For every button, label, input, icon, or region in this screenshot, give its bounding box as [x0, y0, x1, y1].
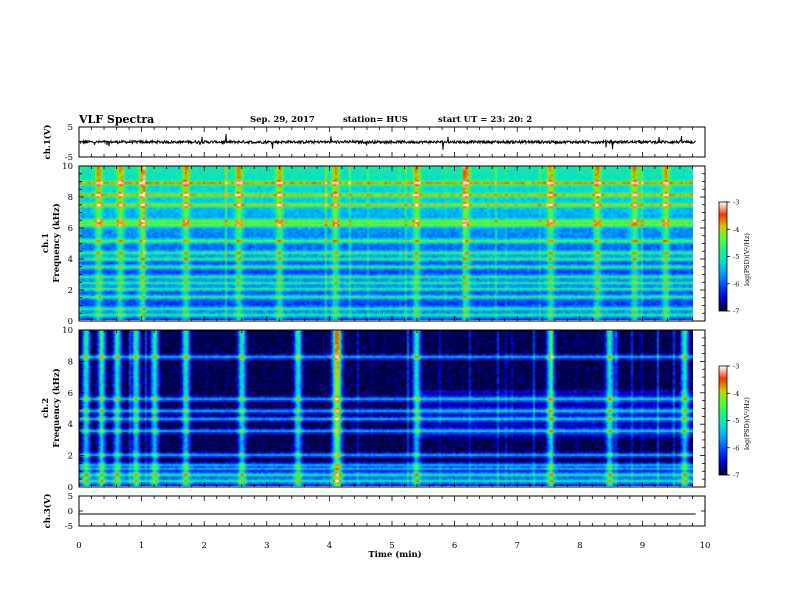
y-tick-label: 2	[68, 286, 73, 296]
y-tick-label: -5	[65, 522, 73, 532]
colorbar-tick-label: -6	[733, 280, 739, 288]
y-tick-label: 2	[68, 452, 73, 462]
colorbar-tick-label: -5	[733, 253, 739, 261]
y-tick-label: 4	[68, 420, 73, 430]
y-tick-label: 0	[68, 483, 73, 493]
x-axis-label: Time (min)	[368, 549, 421, 560]
ch1-waveform	[79, 133, 696, 150]
ch1-spectrogram-ylabel-channel: ch.1	[41, 233, 51, 253]
y-tick-label: -5	[65, 153, 73, 163]
x-tick-label: 5	[389, 541, 394, 551]
x-tick-label: 10	[700, 541, 711, 551]
x-tick-label: 2	[201, 541, 206, 551]
x-tick-label: 8	[577, 541, 582, 551]
colorbar-tick-label: -7	[733, 308, 739, 316]
y-tick-label: 5	[68, 123, 73, 133]
y-tick-label: 10	[62, 326, 73, 336]
x-tick-label: 1	[139, 541, 144, 551]
colorbar-tick-label: -4	[733, 226, 739, 234]
ch2-spectrogram-ylabel-freq: Frequency (kHz)	[51, 368, 62, 447]
colorbar-tick-label: -6	[733, 444, 739, 452]
colorbar-tick-label: -7	[733, 472, 739, 480]
colorbar-tick-label: -3	[733, 199, 739, 207]
ch1-spectrogram-ylabel-freq: Frequency (kHz)	[51, 203, 62, 282]
station-text: station= HUS	[343, 115, 408, 125]
x-tick-label: 4	[327, 541, 332, 551]
x-tick-label: 0	[76, 541, 81, 551]
y-tick-label: 10	[62, 162, 73, 172]
ch2-spectrogram-ylabel-channel: ch.2	[41, 398, 51, 418]
x-tick-label: 9	[640, 541, 645, 551]
colorbar-tick-label: -5	[733, 417, 739, 425]
figure-title: VLF Spectra	[78, 113, 154, 126]
y-tick-label: 0	[68, 507, 73, 517]
ch1-spectrogram-image	[79, 166, 693, 320]
x-tick-label: 6	[452, 541, 457, 551]
colorbar-tick-label: -4	[733, 390, 739, 398]
axis-ticks-group: 0 1 2 3 4 5 6 7 8 9 10024681002468105-550-5-3-4-5-…	[62, 123, 739, 551]
ch1-colorbar-label: log(PSD)(V²/Hz)	[743, 233, 751, 286]
ch1-colorbar-image	[719, 202, 727, 311]
start-time-text: start UT = 23: 20: 2	[438, 115, 532, 125]
ch2-colorbar-label: log(PSD)(V²/Hz)	[743, 397, 751, 450]
colorbar-tick-label: -3	[733, 363, 739, 371]
y-tick-label: 5	[68, 492, 73, 502]
y-tick-label: 6	[68, 389, 73, 399]
x-tick-label: 7	[514, 541, 519, 551]
x-tick-label: 3	[264, 541, 269, 551]
ch3-ylabel: ch.3(V)	[42, 494, 53, 529]
y-tick-label: 6	[68, 224, 73, 234]
date-text: Sep. 29, 2017	[250, 115, 315, 125]
y-tick-label: 4	[68, 255, 73, 265]
ch2-spectrogram-image	[79, 330, 693, 486]
y-tick-label: 8	[68, 357, 73, 367]
y-tick-label: 8	[68, 193, 73, 203]
ch2-colorbar-image	[719, 366, 727, 475]
ch1-ylabel: ch.1(V)	[42, 125, 53, 160]
y-tick-label: 0	[68, 317, 73, 327]
